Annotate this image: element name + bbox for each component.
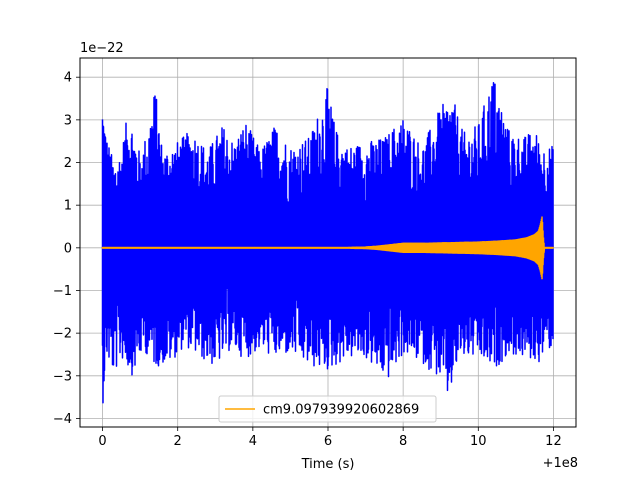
y-tick-label: 4 [64, 71, 72, 86]
y-tick-label: −3 [53, 369, 72, 384]
legend: cm9.097939920602869 [218, 395, 437, 423]
y-tick-label: −2 [53, 327, 72, 342]
y-tick-label: −4 [53, 412, 72, 427]
x-axis-label: Time (s) [301, 457, 355, 472]
x-offset-label: +1e8 [543, 456, 578, 471]
legend-box [218, 395, 437, 423]
x-tick-label: 4 [249, 434, 257, 449]
y-scale-label: 1e−22 [80, 41, 124, 56]
x-tick-label: 6 [324, 434, 332, 449]
y-tick-label: 3 [64, 113, 72, 128]
series-layer [101, 81, 554, 404]
y-tick-label: 0 [64, 241, 72, 256]
legend-label: cm9.097939920602869 [263, 403, 419, 418]
y-tick-label: 1 [64, 199, 72, 214]
series-cm9-waveform [101, 216, 554, 280]
x-tick-label: 0 [98, 434, 106, 449]
x-tick-label: 12 [545, 434, 562, 449]
y-tick-label: 2 [64, 156, 72, 171]
x-tick-label: 10 [470, 434, 487, 449]
y-tick-label: −1 [53, 284, 72, 299]
x-tick-label: 8 [399, 434, 407, 449]
x-tick-label: 2 [174, 434, 182, 449]
